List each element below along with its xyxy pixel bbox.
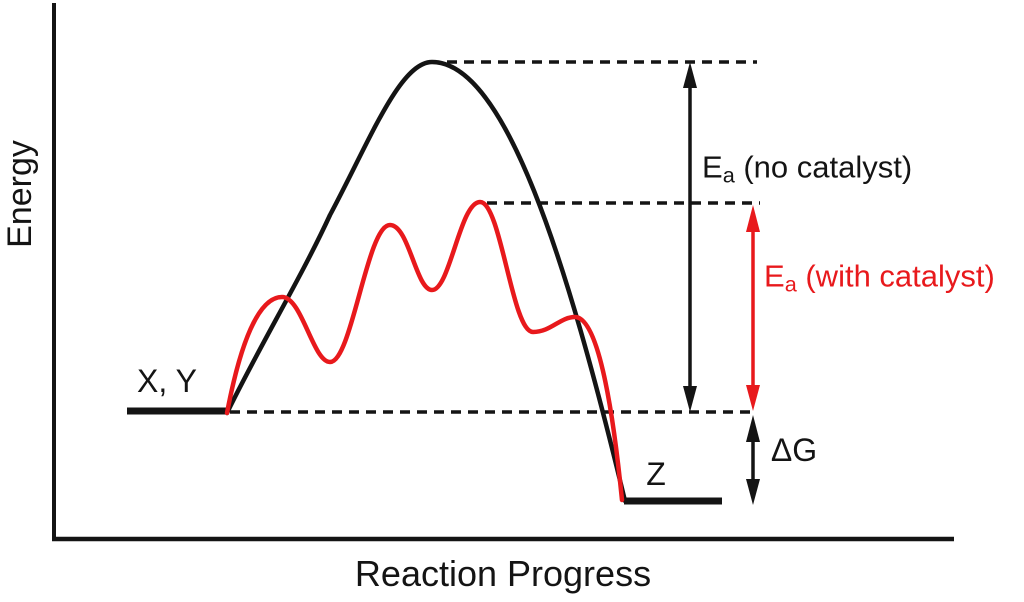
ea-no-catalyst-subscript: a	[722, 162, 735, 188]
ea-no-catalyst-symbol: E	[702, 149, 723, 185]
ea-with-catalyst-label: Ea (with catalyst)	[764, 258, 995, 295]
ea-with-catalyst-arrowhead-down-icon	[746, 385, 760, 411]
product-label: Z	[646, 456, 666, 492]
delta-g-arrowhead-up-icon	[746, 415, 760, 442]
ea-with-catalyst-symbol: E	[764, 258, 785, 294]
x-axis-label: Reaction Progress	[354, 553, 652, 594]
ea-no-catalyst-arrowhead-up-icon	[683, 62, 697, 88]
ea-no-catalyst-arrowhead-down-icon	[683, 386, 697, 412]
ea-with-catalyst-text: (with catalyst)	[796, 258, 995, 294]
ea-no-catalyst-label: Ea (no catalyst)	[702, 149, 913, 186]
ea-with-catalyst-arrowhead-up-icon	[746, 205, 760, 232]
delta-g-label: ΔG	[770, 432, 818, 468]
curve-no-catalyst	[224, 59, 628, 504]
ea-with-catalyst-subscript: a	[784, 271, 797, 297]
y-axis-label: Energy	[1, 140, 39, 248]
delta-g-arrowhead-down-icon	[746, 479, 760, 505]
curve-with-catalyst	[224, 199, 625, 503]
reactants-label: X, Y	[137, 363, 197, 399]
ea-no-catalyst-text: (no catalyst)	[734, 149, 913, 185]
